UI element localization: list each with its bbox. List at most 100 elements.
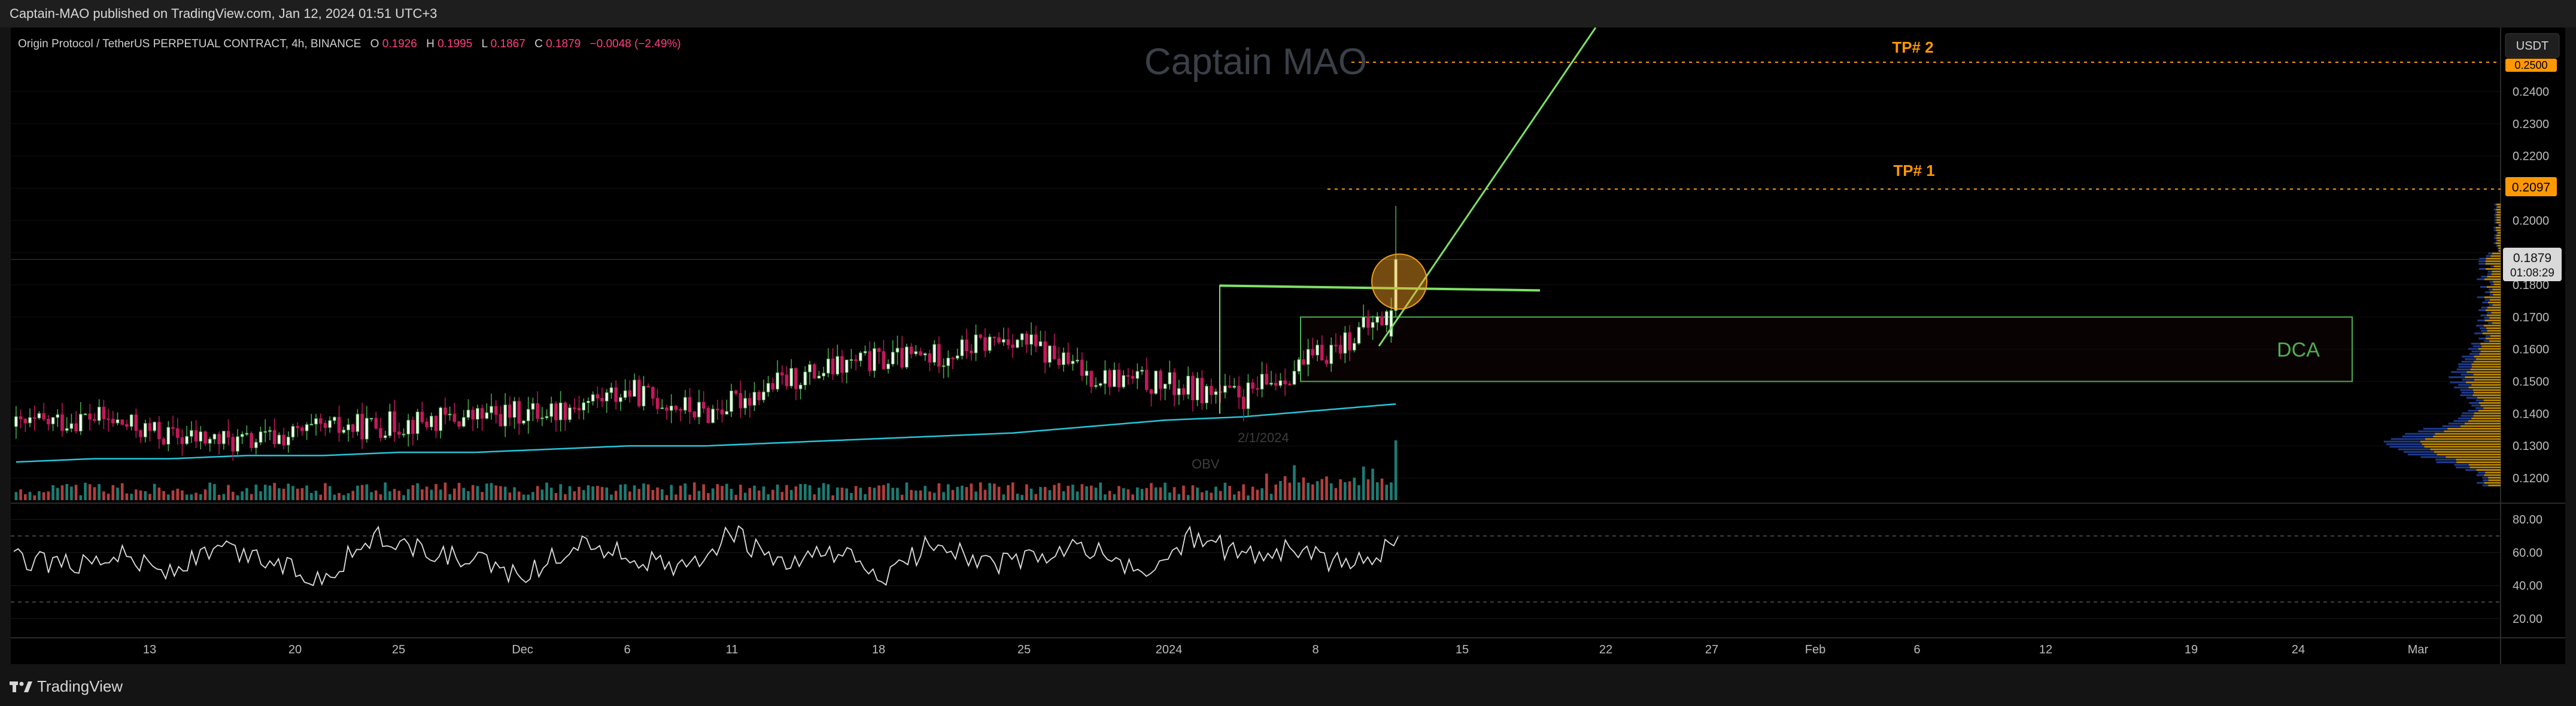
volume-profile-bar-down [2494,221,2497,224]
volume-profile-bar-up [2456,458,2501,461]
volume-profile-bar-up [2486,286,2501,288]
volume-profile-bar-down [2461,391,2474,394]
volume-bar [471,485,475,500]
volume-bar [84,482,87,500]
volume-bar [1117,486,1120,500]
price-tick-label: 0.1500 [2513,376,2549,389]
volume-bar [549,488,553,500]
volume-profile-bar-down [2495,216,2497,218]
volume-bar [1020,495,1023,500]
candle-body [1131,376,1135,379]
ma-layer [16,403,1396,463]
candle-body [1038,341,1043,346]
candle-body [143,423,147,437]
candle-body [665,407,669,411]
candle-body [32,417,37,419]
candle-body [868,351,872,372]
volume-bar [1186,495,1190,500]
candle-body [1283,380,1287,385]
volume-bar [503,486,507,500]
chart-svg[interactable]: Captain MAO Origin Protocol / TetherUS P… [11,27,2565,664]
volume-bar [522,494,525,500]
chart-area[interactable]: Captain MAO Origin Protocol / TetherUS P… [11,27,2565,664]
candle-body [1113,369,1116,387]
candle-body [1320,345,1324,361]
volume-bar [1210,492,1213,500]
candle-body [291,426,295,438]
tradingview-logo[interactable]: TradingView [10,677,123,696]
volume-profile-bar-up [2478,402,2501,404]
volume-profile-bar-down [2477,319,2485,322]
legend-change: −0.0048 (−2.49%) [590,38,681,50]
volume-bar [443,482,447,500]
volume-bar [241,491,244,500]
candle-body [836,356,840,375]
volume-bar [1108,491,1111,500]
candle-body [789,368,793,387]
candle-body [1232,385,1237,388]
legend-symbol: Origin Protocol / TetherUS PERPETUAL CON… [18,38,361,50]
volume-profile-bar-down [2495,239,2498,242]
grid-layer [11,28,2565,664]
candle-body [1241,397,1246,409]
volume-profile-bar-up [2499,224,2501,226]
candle-body [623,390,627,398]
candle-body [734,390,738,394]
volume-profile-bar-down [2494,203,2496,206]
currency-button[interactable]: USDT [2505,33,2560,58]
volume-profile-bar-up [2465,376,2501,378]
candle-body [485,412,489,419]
candle-body [1080,360,1084,376]
volume-bar [360,485,364,500]
candle-body [886,363,890,369]
volume-bar [467,491,470,500]
volume-bar [725,483,728,500]
price-tick-label: 0.1400 [2513,407,2549,421]
candle-body [305,424,309,431]
volume-bar [859,488,862,500]
candle-body [1025,333,1029,345]
footer-bar: TradingView [0,664,2576,706]
volume-bar [176,488,180,500]
candle-body [919,351,922,355]
volume-bar [1339,479,1342,500]
candle-body [347,424,350,431]
volume-bar [135,489,138,500]
volume-bar [974,491,977,500]
volume-bar [56,488,59,500]
candle-body [582,402,585,410]
time-axis[interactable]: 13 20 25 Dec 6 11 18 25 2024 8 15 22 27 Feb 6 12 19 24 Mar [143,643,2429,656]
volume-bar [910,489,913,500]
volume-profile-bar-down [2494,219,2496,221]
candle-body [1159,370,1162,389]
volume-profile-bar-down [2494,214,2496,216]
volume-profile-bar-up [2420,440,2501,443]
volume-profile-bar-down [2481,330,2487,332]
candle-body [1154,370,1158,394]
volume-bar [1297,482,1301,500]
candle-body [47,418,50,425]
candle-body [1052,345,1056,360]
legend-c-label: C [534,38,543,50]
volume-profile-bar-up [2471,384,2501,386]
volume-profile-bar-down [2460,373,2474,376]
candle-body [780,372,784,376]
volume-bar [1353,477,1356,500]
volume-bar [70,486,73,500]
candle-body [522,420,525,424]
volume-profile-bar-down [2479,257,2486,260]
candle-body [715,409,719,410]
candle-body [1016,339,1019,348]
volume-profile-bar-down [2489,294,2493,296]
candle-body [1316,345,1319,355]
candle-body [900,348,904,368]
candle-body [360,413,364,440]
watermark-text: Captain MAO [1144,41,1367,83]
volume-profile-bar-up [2496,237,2501,239]
volume-profile-bar-down [2462,355,2474,358]
legend-o-label: O [370,38,379,50]
candle-body [1168,372,1172,385]
volume-profile-bar-down [2488,322,2492,324]
candle-body [402,433,406,436]
volume-profile-bar-down [2490,265,2494,267]
